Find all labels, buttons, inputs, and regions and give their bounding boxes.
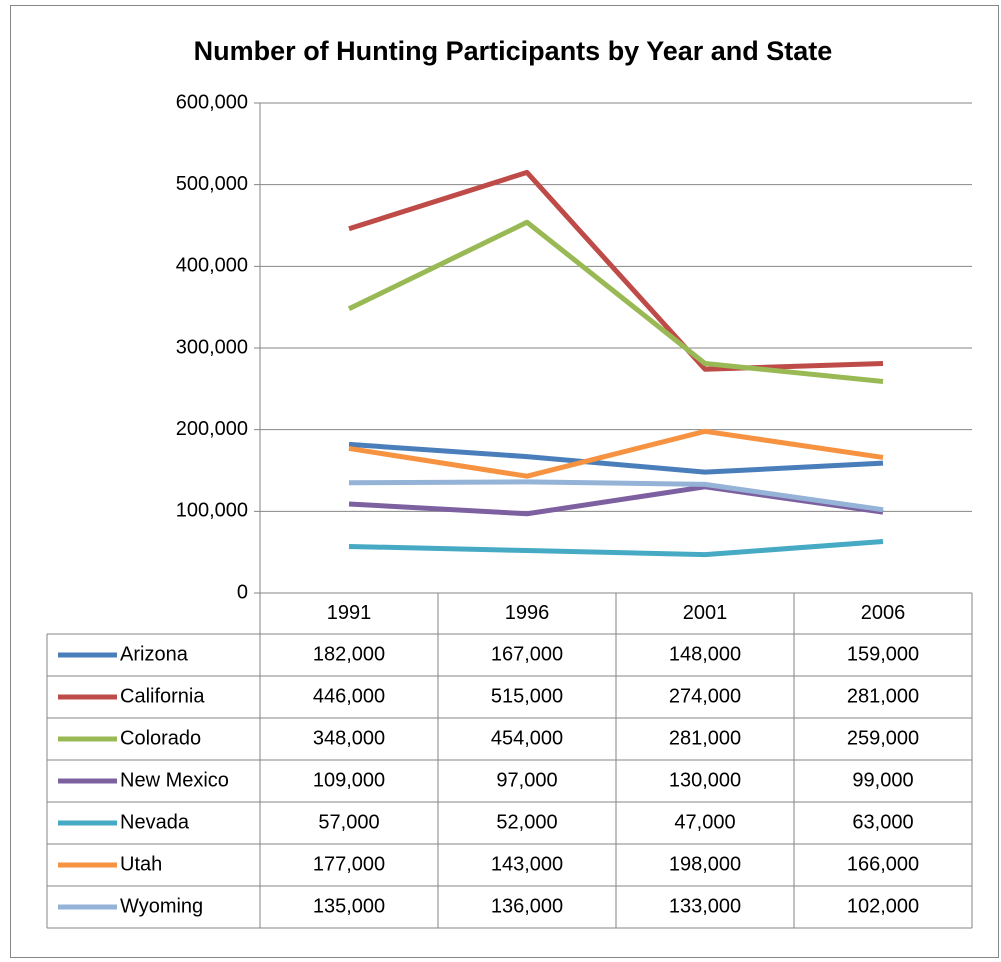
table-value: 198,000 [669,853,741,875]
y-tick-label: 600,000 [176,91,248,113]
x-tick-label: 1991 [327,602,372,624]
legend-label: New Mexico [120,769,229,791]
y-tick-label: 100,000 [176,500,248,522]
table-value: 135,000 [313,895,385,917]
table-value: 99,000 [852,769,913,791]
table-value: 177,000 [313,853,385,875]
table-value: 52,000 [496,811,557,833]
legend-label: Arizona [120,643,189,665]
table-value: 57,000 [318,811,379,833]
table-value: 109,000 [313,769,385,791]
series-line [348,539,884,558]
series-line [348,169,884,372]
table-value: 281,000 [669,727,741,749]
y-tick-label: 400,000 [176,255,248,277]
table-value: 167,000 [491,643,563,665]
table-value: 63,000 [852,811,913,833]
table-value: 259,000 [847,727,919,749]
table-value: 148,000 [669,643,741,665]
x-tick-label: 1996 [505,602,550,624]
table-value: 166,000 [847,853,919,875]
series-line [347,219,884,384]
series-line [348,479,884,513]
y-tick-label: 300,000 [176,336,248,358]
x-tick-label: 2006 [861,602,906,624]
series-line [348,428,884,479]
table-value: 515,000 [491,685,563,707]
table-value: 182,000 [313,643,385,665]
chart-title: Number of Hunting Participants by Year a… [194,36,833,66]
legend-label: Colorado [120,727,201,749]
table-value: 97,000 [496,769,557,791]
x-tick-label: 2001 [683,602,728,624]
legend-label: California [120,685,205,707]
table-value: 136,000 [491,895,563,917]
y-tick-label: 200,000 [176,418,248,440]
table-value: 454,000 [491,727,563,749]
y-tick-label: 0 [237,581,248,603]
y-tick-label: 500,000 [176,173,248,195]
table-value: 133,000 [669,895,741,917]
legend-label: Wyoming [120,895,203,917]
table-value: 130,000 [669,769,741,791]
legend-label: Nevada [120,811,190,833]
table-value: 348,000 [313,727,385,749]
table-value: 47,000 [674,811,735,833]
table-value: 159,000 [847,643,919,665]
table-value: 143,000 [491,853,563,875]
series-line [348,441,884,475]
table-value: 102,000 [847,895,919,917]
table-value: 274,000 [669,685,741,707]
legend-label: Utah [120,853,162,875]
table-value: 281,000 [847,685,919,707]
table-value: 446,000 [313,685,385,707]
